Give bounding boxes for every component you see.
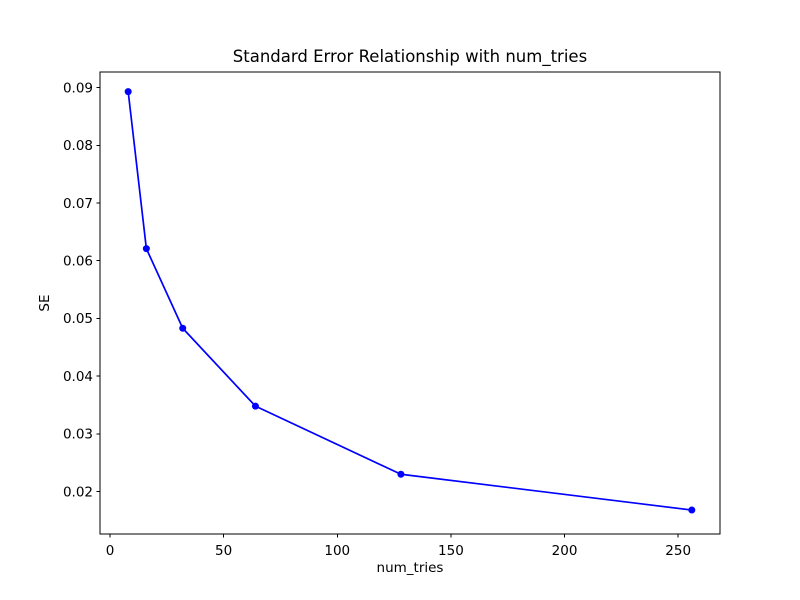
- series-line: [127, 90, 693, 511]
- x-axis-label: num_tries: [376, 560, 444, 576]
- y-tick-label: 0.06: [63, 254, 93, 270]
- y-axis-label: SE: [37, 294, 53, 312]
- y-tick-label: 0.09: [63, 80, 93, 96]
- y-tick-label: 0.05: [63, 311, 93, 327]
- chart-title: Standard Error Relationship with num_tri…: [232, 47, 588, 66]
- y-tick-label: 0.04: [63, 369, 93, 385]
- y-tick-label: 0.08: [63, 138, 93, 154]
- y-tick-label: 0.02: [63, 484, 93, 500]
- data-point-marker: [397, 470, 405, 478]
- y-tick-label: 0.03: [63, 427, 93, 443]
- data-point-marker: [688, 506, 696, 514]
- x-tick-label: 50: [215, 543, 232, 559]
- x-tick-label: 250: [665, 543, 691, 559]
- data-point-marker: [179, 324, 187, 332]
- data-point-marker: [142, 245, 150, 253]
- data-point-marker: [124, 88, 132, 96]
- x-tick-label: 150: [438, 543, 464, 559]
- x-tick-label: 100: [324, 543, 350, 559]
- data-point-marker: [251, 402, 259, 410]
- axes-spines: [99, 71, 721, 535]
- x-tick-label: 0: [106, 543, 115, 559]
- y-tick-label: 0.07: [63, 196, 93, 212]
- x-tick-label: 200: [552, 543, 578, 559]
